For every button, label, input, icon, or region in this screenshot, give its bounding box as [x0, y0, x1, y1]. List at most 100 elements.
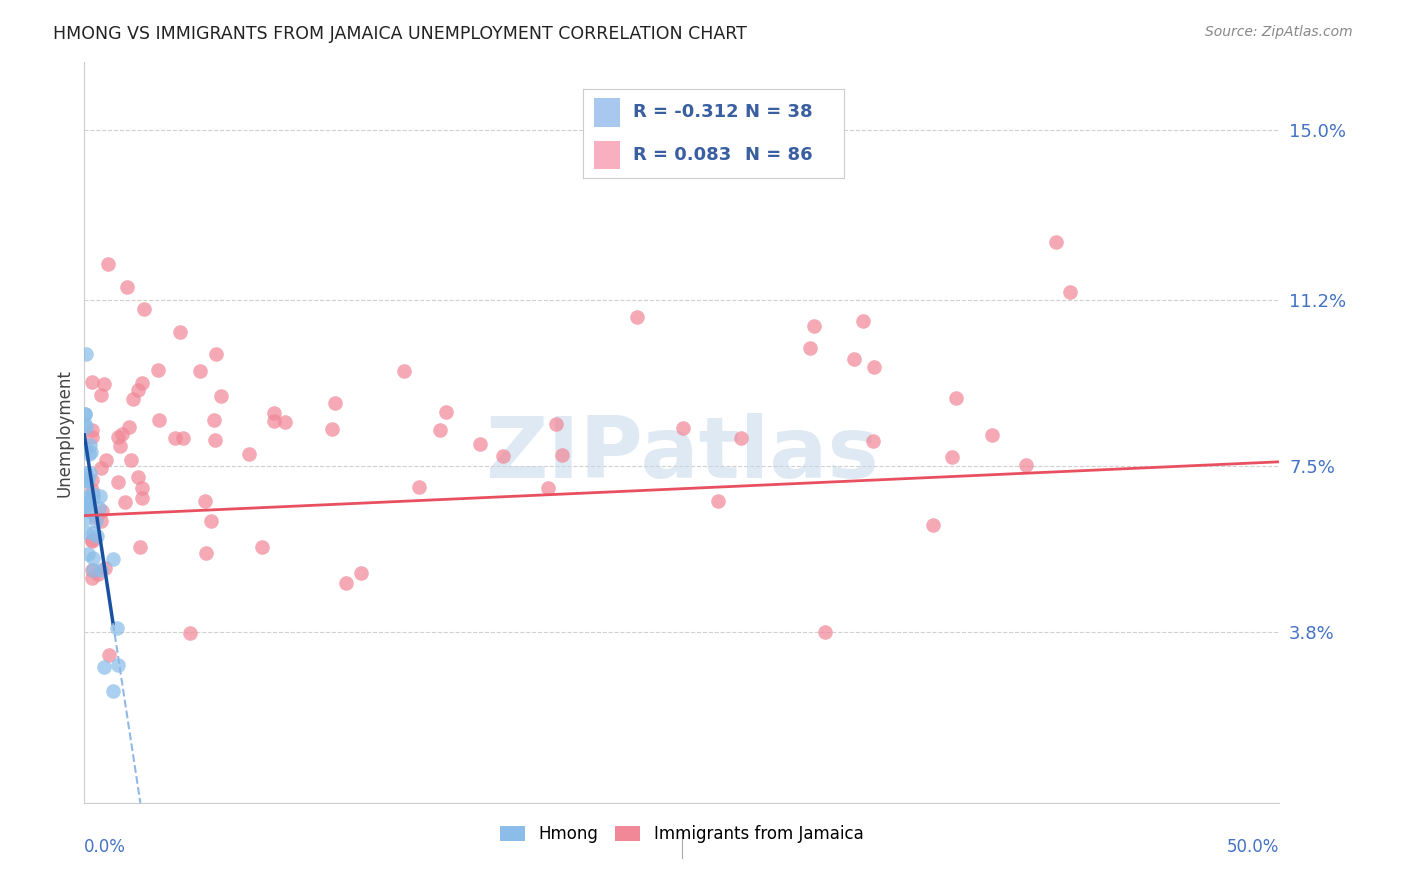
Point [86, 529, 108, 543]
Point [82, 491, 104, 505]
Text: N = 86: N = 86 [745, 146, 813, 164]
Point [492, 450, 515, 464]
Text: ZIPatlas: ZIPatlas [485, 413, 879, 496]
Point [434, 405, 457, 419]
Point [941, 450, 963, 465]
Point [80, 376, 103, 390]
Point [75, 511, 97, 525]
Point [127, 470, 149, 484]
Point [97, 257, 120, 271]
Point [117, 280, 139, 294]
Point [250, 541, 273, 555]
Point [77, 447, 100, 461]
Point [799, 341, 821, 355]
Point [672, 421, 695, 435]
Legend: Hmong, Immigrants from Jamaica: Hmong, Immigrants from Jamaica [494, 819, 870, 850]
Point [79, 466, 101, 480]
Point [321, 422, 343, 436]
Point [82, 550, 104, 565]
Point [80, 483, 103, 497]
Point [80, 445, 103, 459]
Point [107, 658, 129, 673]
Point [263, 406, 285, 420]
Point [202, 413, 225, 427]
Point [536, 481, 558, 495]
Text: N = 38: N = 38 [745, 103, 813, 121]
Point [707, 494, 730, 508]
Point [110, 439, 132, 453]
Point [82, 487, 104, 501]
Point [842, 351, 865, 366]
Point [80, 505, 103, 519]
Point [114, 494, 136, 508]
Point [852, 314, 875, 328]
Point [76, 489, 98, 503]
Point [80, 423, 103, 437]
Point [626, 310, 648, 325]
Point [238, 447, 260, 461]
Point [75, 441, 97, 455]
Point [1059, 285, 1081, 300]
Point [470, 437, 492, 451]
Point [75, 466, 97, 480]
Point [75, 524, 97, 539]
Point [101, 551, 124, 566]
Point [127, 383, 149, 397]
Point [75, 347, 97, 361]
Point [93, 376, 115, 391]
Point [89, 489, 111, 503]
Point [122, 392, 145, 407]
Point [408, 480, 430, 494]
Point [922, 517, 945, 532]
Point [87, 500, 110, 515]
Point [862, 434, 884, 448]
Point [429, 423, 451, 437]
Point [75, 473, 97, 487]
Point [1015, 458, 1038, 472]
Point [107, 430, 129, 444]
Point [945, 392, 967, 406]
Bar [593, 98, 620, 127]
Point [209, 389, 232, 403]
Point [75, 407, 97, 421]
Point [80, 571, 103, 585]
Point [163, 431, 186, 445]
Point [204, 434, 226, 448]
Point [75, 417, 97, 432]
Text: Source: ZipAtlas.com: Source: ZipAtlas.com [1205, 25, 1353, 39]
Point [131, 481, 153, 495]
Point [803, 319, 825, 334]
Point [194, 494, 217, 508]
Point [105, 621, 128, 635]
Point [80, 430, 103, 444]
Point [131, 376, 153, 391]
Point [80, 563, 103, 577]
Point [188, 364, 211, 378]
Point [94, 561, 117, 575]
Point [205, 347, 228, 361]
Point [90, 388, 112, 402]
Point [274, 415, 297, 429]
Point [194, 546, 217, 560]
Point [90, 514, 112, 528]
Point [551, 449, 574, 463]
Point [120, 453, 142, 467]
Point [79, 438, 101, 452]
Text: 0.0%: 0.0% [84, 838, 127, 856]
Point [172, 432, 194, 446]
Text: HMONG VS IMMIGRANTS FROM JAMAICA UNEMPLOYMENT CORRELATION CHART: HMONG VS IMMIGRANTS FROM JAMAICA UNEMPLO… [53, 25, 748, 43]
Point [75, 419, 97, 434]
Text: 50.0%: 50.0% [1227, 838, 1279, 856]
Point [80, 533, 103, 548]
Point [200, 514, 222, 528]
Point [76, 498, 98, 512]
Point [76, 547, 98, 561]
Point [75, 491, 97, 505]
Point [118, 420, 141, 434]
Point [84, 514, 107, 528]
Point [392, 364, 415, 378]
Point [107, 475, 129, 489]
Point [75, 407, 97, 421]
Point [1045, 235, 1067, 249]
Point [93, 660, 115, 674]
